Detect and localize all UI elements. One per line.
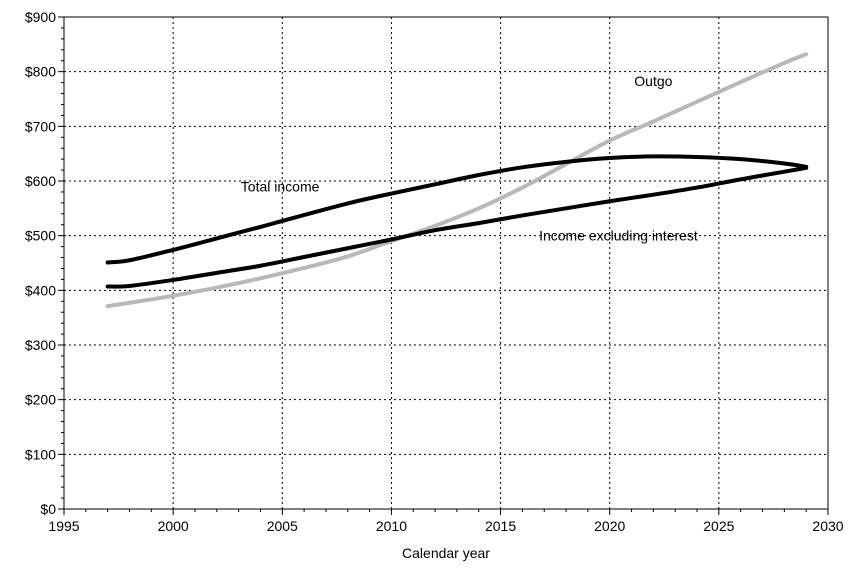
series-line-outgo <box>105 52 809 309</box>
ticks: $0 $100 $200 $300 $400 $500 $600 $700 $800 $900 19… <box>25 9 844 534</box>
x-tick-label: 2010 <box>376 518 407 534</box>
x-tick-label: 2030 <box>812 518 843 534</box>
y-tick-label: $800 <box>25 64 56 80</box>
x-axis-title: Calendar year <box>402 545 490 561</box>
y-tick-label: $200 <box>25 392 56 408</box>
series-annotation-label: Outgo <box>634 73 672 89</box>
x-tick-label: 2025 <box>703 518 734 534</box>
x-tick-label: 1995 <box>48 518 79 534</box>
x-tick-label: 2020 <box>594 518 625 534</box>
annotations: Total income Outgo Income excluding intere… <box>241 73 698 244</box>
y-tick-label: $400 <box>25 282 56 298</box>
x-tick-label: 2005 <box>267 518 298 534</box>
series-annotation-label: Total income <box>241 178 320 194</box>
series-annotation-label: Income excluding interest <box>539 228 698 244</box>
grid <box>64 17 828 509</box>
axes <box>63 16 829 510</box>
series-line-income-excluding-interest <box>105 165 809 289</box>
series-lines <box>105 52 809 309</box>
y-tick-label: $500 <box>25 228 56 244</box>
x-tick-label: 2015 <box>485 518 516 534</box>
y-tick-label: $300 <box>25 337 56 353</box>
plot-area-border <box>63 16 829 510</box>
y-tick-label: $100 <box>25 446 56 462</box>
series-line-total-income <box>105 154 809 265</box>
y-tick-label: $700 <box>25 118 56 134</box>
y-tick-label: $900 <box>25 9 56 25</box>
y-tick-label: $0 <box>40 501 56 517</box>
y-tick-label: $600 <box>25 173 56 189</box>
x-tick-label: 2000 <box>158 518 189 534</box>
